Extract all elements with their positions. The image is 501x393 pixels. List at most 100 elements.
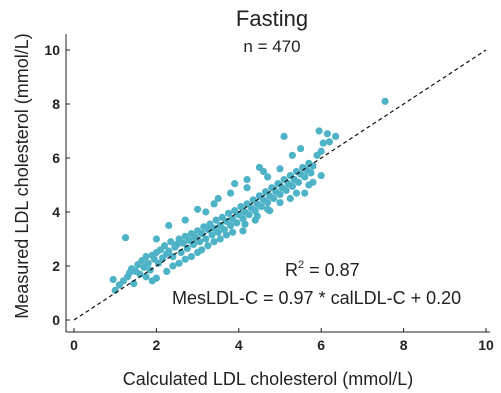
data-point [297,144,305,153]
data-point [241,220,249,228]
data-point [323,130,331,138]
data-point [251,207,259,215]
identity-reference-line [73,49,487,321]
data-point [208,231,216,239]
data-point [165,221,173,230]
chart-subtitle: n = 470 [243,37,300,56]
y-tick-label: 4 [52,204,60,220]
data-point [229,228,237,236]
data-point [121,234,130,242]
data-point [220,225,228,234]
data-point [175,259,183,267]
data-point [282,186,290,194]
data-point [315,127,323,135]
x-tick-label: 6 [317,337,325,353]
data-point [259,167,268,176]
data-point [210,200,218,208]
data-point [264,205,272,213]
data-point [288,182,296,190]
data-point [243,184,251,192]
y-tick-label: 8 [52,96,60,112]
data-point [245,211,253,219]
data-point [196,238,204,246]
data-point [305,181,313,189]
data-point [109,275,117,284]
data-point [286,194,294,203]
data-points [109,97,389,294]
data-point [169,262,177,270]
data-point [167,238,175,246]
data-point [288,151,296,159]
data-point [163,267,171,275]
data-point [202,235,210,243]
x-tick-label: 10 [478,337,494,353]
data-point [294,178,303,186]
data-point [179,239,187,247]
data-point [181,216,189,224]
data-point [317,171,325,180]
data-point [264,173,272,181]
data-point [187,252,196,261]
y-axis-title: Measured LDL cholesterol (mmol/L) [12,33,32,318]
data-point [239,215,247,223]
data-point [307,169,315,177]
regression-equation: MesLDL-C = 0.97 * calLDL-C + 0.20 [172,288,461,308]
data-point [161,242,169,250]
ticks: 0 2 4 6 8 10 0 2 4 6 8 10 [44,42,494,353]
r-squared-base: R [285,260,298,280]
x-tick-label: 4 [235,337,243,353]
data-point [237,203,245,211]
data-point [154,259,163,267]
data-point [280,132,288,140]
data-point [214,194,222,203]
data-point [194,248,202,257]
data-point [309,162,317,170]
data-point [239,227,247,235]
data-point [148,277,156,285]
data-point [202,208,210,216]
chart-title: Fasting [236,6,308,31]
data-point [276,165,284,173]
data-point [276,198,284,207]
data-point [144,259,152,267]
data-point [142,273,150,281]
data-point [319,139,327,147]
x-tick-label: 8 [400,337,408,353]
data-point [231,180,239,188]
data-point [226,221,235,230]
data-point [332,132,340,140]
data-point [292,189,301,197]
data-point [276,190,284,199]
data-point [222,231,231,239]
r-squared-annotation: R2 = 0.87 [285,259,360,280]
x-tick-label: 2 [153,337,161,353]
data-point [325,138,334,146]
data-point [216,235,224,243]
data-point [224,209,233,217]
data-point [301,189,309,197]
data-point [233,219,241,227]
x-axis-title: Calculated LDL cholesterol (mmol/L) [123,369,413,389]
data-point [214,228,222,236]
data-point [301,173,309,181]
data-point [152,235,160,243]
data-point [169,252,177,261]
data-point [381,97,389,105]
y-tick-label: 10 [44,42,60,58]
data-point [270,194,278,203]
data-point [226,189,235,197]
r-squared-superscript: 2 [298,259,304,271]
data-point [142,252,150,261]
data-point [165,247,173,255]
data-point [173,240,181,248]
data-point [130,279,138,288]
data-point [257,203,266,211]
data-point [212,216,220,224]
y-tick-label: 2 [52,258,60,274]
data-point [210,238,218,246]
data-point [204,242,212,250]
y-tick-label: 0 [52,312,60,328]
data-point [243,176,251,184]
data-point [317,147,325,155]
